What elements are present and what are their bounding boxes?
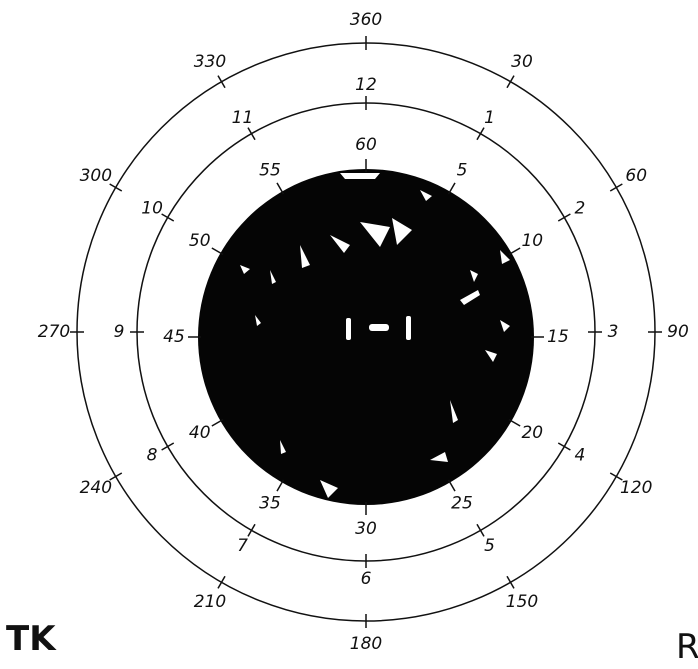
middle-label: 10 [141,199,163,219]
middle-label: 12 [355,75,377,95]
inner-label: 50 [189,231,211,251]
middle-label: 2 [574,199,585,219]
outer-label: 90 [667,322,689,342]
middle-label: 6 [361,569,372,589]
outer-label: 30 [511,52,533,72]
outer-label: 240 [80,478,112,498]
inner-label: 15 [547,327,569,347]
middle-label: 8 [147,446,158,466]
inner-label: 35 [259,493,281,513]
middle-label: 4 [574,446,585,466]
middle-label: 5 [484,536,495,556]
outer-label: 120 [620,478,652,498]
outer-label: 330 [194,52,226,72]
inner-label: 10 [521,231,543,251]
inner-label: 30 [355,519,377,539]
middle-label: 3 [608,322,619,342]
outer-label: 150 [506,592,538,612]
inner-label: 25 [451,493,473,513]
middle-label: 1 [484,108,495,128]
middle-label: 9 [114,322,125,342]
outer-label: 360 [350,10,382,30]
outer-label: 180 [350,634,382,654]
middle-label: 7 [237,536,248,556]
corner-label-left: TK [6,619,57,659]
inner-label: 40 [189,423,211,443]
inner-label: 5 [457,161,468,181]
dial-diagram: TK R 36030609012015018021024027030033012… [0,0,698,669]
outer-label: 60 [625,166,647,186]
dark-disc [198,169,534,505]
corner-label-right: R [676,627,698,667]
inner-label: 60 [355,135,377,155]
inner-label: 20 [521,423,543,443]
outer-label: 210 [194,592,226,612]
inner-label: 45 [163,327,185,347]
outer-label: 300 [80,166,112,186]
middle-label: 11 [232,108,254,128]
inner-label: 55 [259,161,281,181]
outer-label: 270 [38,322,70,342]
